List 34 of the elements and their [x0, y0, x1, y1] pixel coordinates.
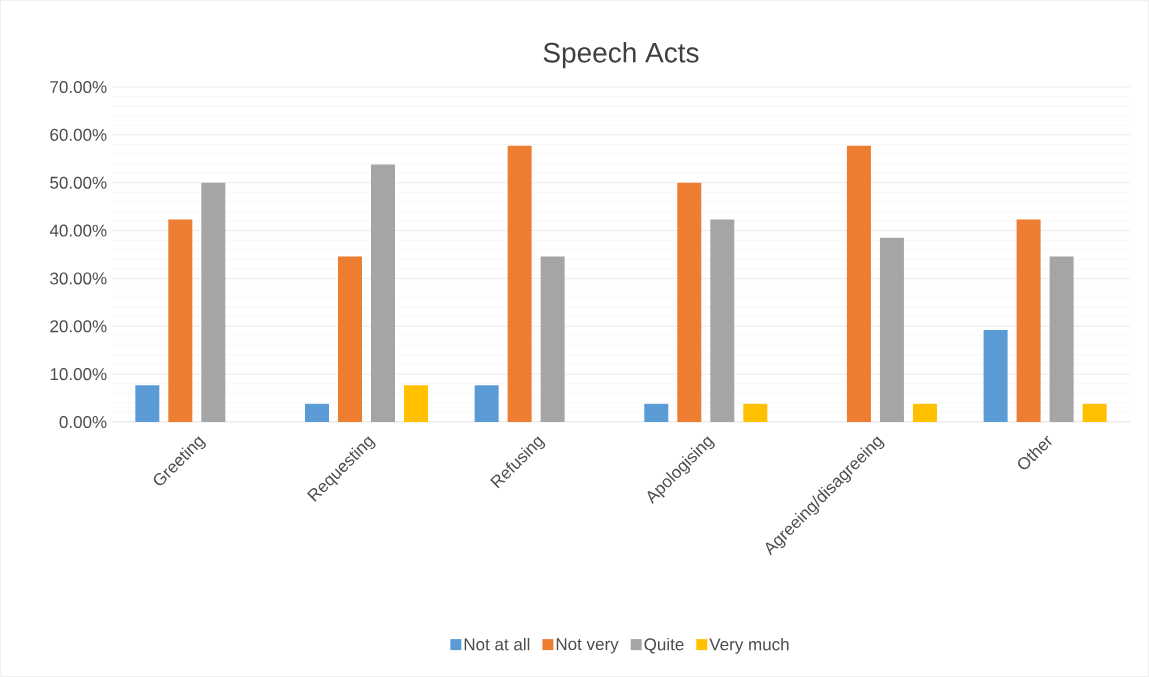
legend-label: Quite [644, 637, 684, 654]
legend-label: Not at all [464, 637, 530, 651]
bar [135, 385, 160, 422]
bar [743, 403, 768, 422]
legend-label: Not very [556, 638, 619, 654]
bar [507, 145, 532, 422]
bar [677, 182, 702, 422]
y-tick-label: 20.00% [50, 320, 107, 333]
y-tick-label: 70.00% [50, 80, 107, 94]
bar [983, 330, 1008, 422]
bar [846, 145, 871, 422]
bar [710, 219, 735, 422]
y-tick-label: 60.00% [50, 128, 107, 141]
legend-label: Very much [709, 637, 789, 654]
y-tick-label: 0.00% [59, 415, 107, 429]
y-tick-label: 30.00% [50, 272, 107, 285]
bar [1016, 219, 1041, 422]
bar [304, 403, 329, 422]
bar [403, 385, 428, 422]
y-tick-label: 10.00% [50, 368, 107, 381]
bar [201, 182, 226, 422]
bar [474, 385, 499, 422]
bar [337, 256, 362, 422]
bar [1082, 403, 1107, 422]
bar [879, 237, 904, 422]
y-tick-label: 40.00% [49, 224, 107, 237]
bar [644, 403, 669, 422]
bar [370, 164, 395, 422]
bar [168, 219, 193, 422]
bar [912, 403, 937, 422]
chart-title: Speech Acts [543, 42, 699, 69]
bar [540, 256, 565, 422]
y-tick-label: 50.00% [50, 176, 107, 189]
bar [1049, 256, 1074, 422]
